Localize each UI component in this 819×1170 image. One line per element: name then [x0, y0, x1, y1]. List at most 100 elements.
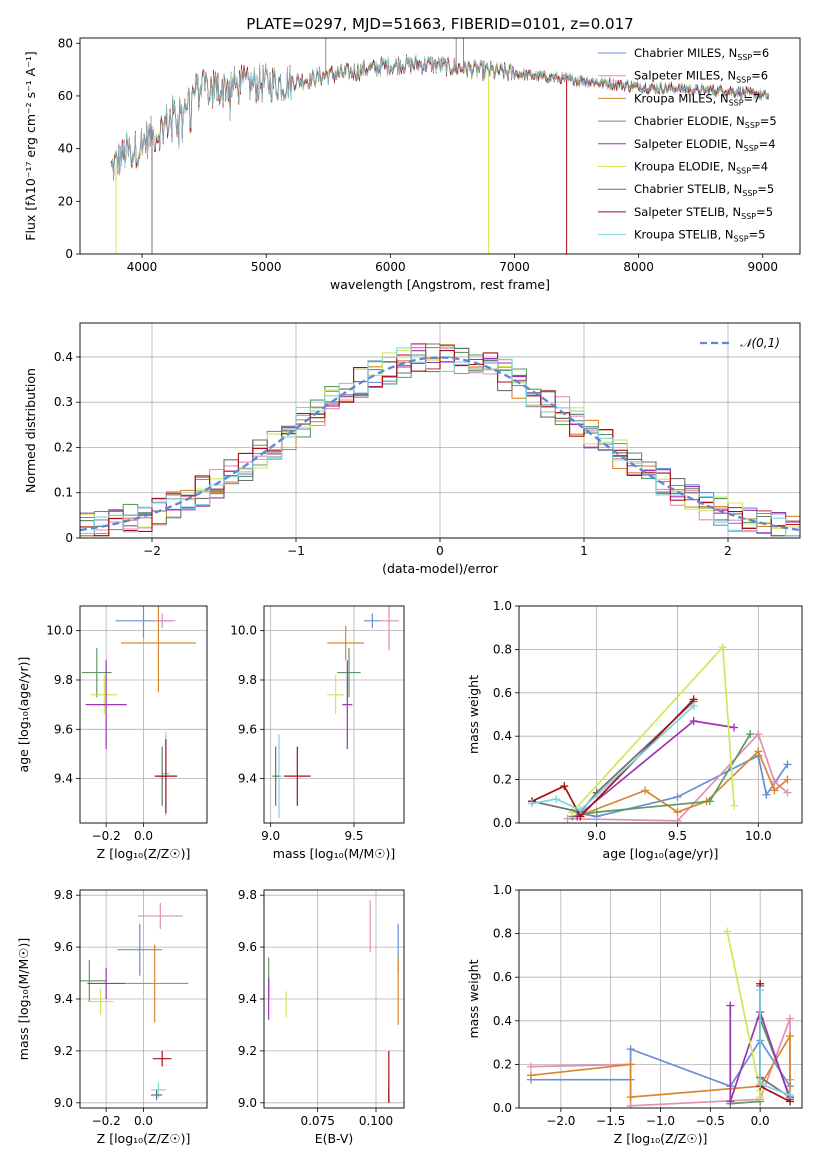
age-vs-mass-point-sm	[379, 606, 399, 651]
spectrum-frame	[79, 37, 801, 255]
weight-vs-age-marker-ks	[576, 805, 585, 814]
weight-vs-z-ytick-label: 0.4	[493, 1014, 512, 1028]
residual-hist-ss	[80, 350, 800, 537]
weight-vs-age-series-ks	[531, 705, 695, 812]
weight-vs-age-marker-ke	[718, 643, 727, 652]
weight-vs-age-axes: 9.0 9.5 10.0 0.0 0.2 0.4 0.6 0.8 1.0 age [log₁₀(a…	[466, 599, 802, 861]
weight-vs-age-xtick-label: 10.0	[745, 829, 772, 843]
mass-vs-z-ytick-label: 9.0	[54, 1096, 73, 1110]
legend-entry-cm: Chabrier MILES, NSSP=6	[598, 46, 769, 62]
mass-vs-ebv-ytick-label: 9.0	[238, 1096, 257, 1110]
weight-vs-age-series-ce	[572, 733, 752, 818]
weight-vs-age-frame	[518, 605, 803, 824]
mass-vs-ebv-ytick-label: 9.8	[238, 888, 257, 902]
weight-vs-z-ytick-label: 1.0	[493, 883, 512, 897]
residuals-xtick-label: 2	[724, 544, 732, 558]
age-vs-mass-ytick-label: 9.6	[238, 722, 257, 736]
weight-vs-z-xtick-label: −1.0	[646, 1114, 675, 1128]
age-vs-mass-point-ke	[327, 675, 344, 715]
normal-legend-label: 𝒩(0,1)	[740, 336, 780, 350]
spectrum-xtick-label: 5000	[251, 260, 282, 274]
spectrum-xlabel: wavelength [Angstrom, rest frame]	[330, 277, 550, 292]
weight-vs-z-marker-ke	[723, 927, 732, 936]
mass-vs-ebv-plot-area	[268, 900, 399, 1103]
age-vs-mass-xlabel: mass [log₁₀(M/M☉)]	[273, 846, 395, 861]
weight-vs-age-ytick-label: 1.0	[493, 599, 512, 613]
weight-vs-age-marker-km	[754, 747, 763, 756]
spectrum-plot-area	[110, 38, 770, 254]
weight-vs-z-marker-km	[786, 1032, 795, 1041]
mass-vs-z-plot-area	[80, 902, 189, 1101]
mass-vs-z-ylabel: mass [log₁₀(M/M☉)]	[16, 938, 31, 1060]
spectrum-xtick-label: 7000	[499, 260, 530, 274]
weight-vs-z-ytick-label: 0.8	[493, 927, 512, 941]
spectrum-xtick-label: 8000	[623, 260, 654, 274]
age-vs-mass-xtick-label: 9.5	[344, 829, 363, 843]
age-vs-z-plot-area	[81, 606, 196, 816]
normal-reference-curve	[80, 356, 800, 532]
age-vs-z-xtick-label: −0.2	[92, 829, 121, 843]
residual-hist-ks	[80, 347, 800, 537]
mass-vs-z-point-ss	[152, 1050, 172, 1067]
age-vs-mass-axes: 9.0 9.5 9.4 9.6 9.8 10.0 mass [log₁₀(M/M☉)]	[230, 606, 404, 861]
mass-vs-z-ytick-label: 9.8	[54, 888, 73, 902]
weight-vs-age-xlabel: age [log₁₀(age/yr)]	[603, 846, 719, 861]
age-vs-mass-point-km	[327, 625, 364, 661]
weight-vs-age-plot-area	[527, 643, 792, 823]
weight-vs-z-xlabel: Z [log₁₀(Z/Z☉)]	[614, 1131, 708, 1146]
weight-vs-z-xtick-label: 0.0	[751, 1114, 770, 1128]
age-vs-mass-point-ce	[337, 647, 361, 698]
mass-vs-z-ytick-label: 9.4	[54, 992, 73, 1006]
age-vs-z-xtick-label: 0.0	[134, 829, 153, 843]
spectrum-ytick-label: 80	[58, 36, 73, 50]
weight-vs-age-marker-cm	[762, 790, 771, 799]
weight-vs-z-xtick-label: −0.5	[696, 1114, 725, 1128]
age-vs-mass-frame	[263, 605, 405, 824]
weight-vs-age-marker-ss	[560, 782, 569, 791]
age-vs-z-ytick-label: 9.4	[54, 772, 73, 786]
weight-vs-age-marker-ce	[746, 730, 755, 739]
age-vs-mass-point-cs	[272, 746, 279, 806]
weight-vs-age-marker-sm	[754, 730, 763, 739]
weight-vs-age-ytick-label: 0.6	[493, 686, 512, 700]
mass-vs-z-xtick-label: −0.2	[92, 1114, 121, 1128]
residuals-xtick-label: −1	[287, 544, 305, 558]
residuals-ytick-label: 0.4	[54, 350, 73, 364]
spectrum-ytick-label: 60	[58, 89, 73, 103]
weight-vs-age-marker-se	[730, 723, 739, 732]
spectrum-ytick-label: 40	[58, 142, 73, 156]
age-vs-z-point-sm	[149, 613, 176, 629]
residuals-ylabel: Normed distribution	[23, 368, 38, 493]
mass-vs-ebv-ytick-label: 9.2	[238, 1044, 257, 1058]
weight-vs-age-marker-ce	[705, 797, 714, 806]
legend-label-ss: Salpeter STELIB, NSSP=5	[634, 205, 773, 221]
weight-vs-z-ytick-label: 0.0	[493, 1101, 512, 1115]
weight-vs-z-axes: −2.0 −1.5 −1.0 −0.5 0.0 0.0 0.2 0.4 0.6 0.8 1.0 Z […	[466, 883, 802, 1146]
weight-vs-z-xtick-label: −2.0	[546, 1114, 575, 1128]
weight-vs-age-marker-ks	[527, 799, 536, 808]
legend-label-ce: Chabrier ELODIE, NSSP=5	[634, 114, 777, 130]
age-vs-z-ytick-label: 9.8	[54, 673, 73, 687]
spectrum-ylabel: Flux [fλ10⁻¹⁷ erg cm⁻² s⁻¹ A⁻¹]	[23, 51, 38, 240]
mass-vs-z-axes: −0.2 0.0 9.0 9.2 9.4 9.6 9.8 Z [log₁₀(Z/Z☉)] mas…	[16, 888, 207, 1146]
weight-vs-age-marker-cm	[783, 760, 792, 769]
age-vs-z-xlabel: Z [log₁₀(Z/Z☉)]	[97, 846, 191, 861]
legend-entry-sm: Salpeter MILES, NSSP=6	[598, 69, 768, 85]
weight-vs-z-series-se	[729, 1005, 791, 1102]
weight-vs-age-marker-sm	[783, 788, 792, 797]
legend-label-cm: Chabrier MILES, NSSP=6	[634, 46, 769, 62]
age-vs-z-point-se	[85, 660, 127, 750]
mass-vs-ebv-xlabel: E(B-V)	[315, 1131, 354, 1146]
residuals-ytick-label: 0	[65, 531, 73, 545]
age-vs-z-ytick-label: 9.6	[54, 722, 73, 736]
spectrum-ytick-label: 20	[58, 194, 73, 208]
residuals-frame	[79, 322, 801, 539]
weight-vs-z-marker-km	[526, 1071, 535, 1080]
mass-vs-z-point-cs	[150, 1089, 163, 1101]
weight-vs-age-xtick-label: 9.5	[668, 829, 687, 843]
legend-entry-se: Salpeter ELODIE, NSSP=4	[598, 137, 776, 153]
weight-vs-age-marker-km	[770, 786, 779, 795]
weight-vs-age-marker-ce	[592, 808, 601, 817]
weight-vs-z-series-sm	[530, 1018, 791, 1107]
